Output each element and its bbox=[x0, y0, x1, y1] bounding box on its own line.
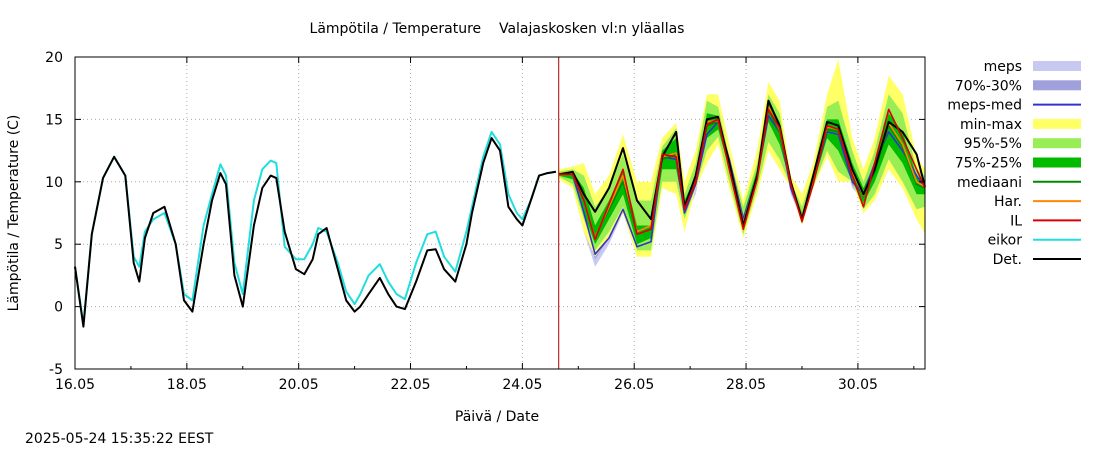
x-tick-label: 18.05 bbox=[167, 377, 207, 393]
legend: meps 70%-30% meps-med min-max 95%-5% 75%-25% m… bbox=[947, 59, 1081, 268]
chart-title: Lämpötila / Temperature Valajaskosken vl… bbox=[310, 21, 685, 37]
legend-swatch-p75_25 bbox=[1033, 157, 1081, 168]
plot-frame bbox=[74, 56, 926, 370]
line-det bbox=[558, 99, 926, 227]
legend-label: meps bbox=[984, 59, 1022, 75]
x-tick-label: 16.05 bbox=[55, 377, 95, 393]
legend-label: mediaani bbox=[957, 175, 1022, 191]
x-tick-label: 20.05 bbox=[279, 377, 319, 393]
series-lines bbox=[74, 99, 926, 328]
timestamp: 2025-05-24 15:35:22 EEST bbox=[25, 431, 214, 447]
line-eikor-history bbox=[74, 130, 557, 326]
legend-label: Det. bbox=[993, 252, 1022, 268]
legend-swatch-meps bbox=[1033, 61, 1081, 71]
band-p75_25 bbox=[558, 100, 925, 245]
x-tick-label: 30.05 bbox=[838, 377, 878, 393]
legend-swatch-minmax bbox=[1033, 118, 1081, 129]
x-tick-label: 26.05 bbox=[614, 377, 654, 393]
y-axis-label: Lämpötila / Temperature (C) bbox=[6, 115, 22, 312]
plot-background bbox=[75, 57, 925, 369]
y-tick-label: -5 bbox=[49, 362, 63, 378]
legend-label: 70%-30% bbox=[955, 78, 1022, 94]
x-tick-label: 24.05 bbox=[502, 377, 542, 393]
legend-label: 95%-5% bbox=[964, 136, 1022, 152]
y-tick-label: 5 bbox=[54, 237, 63, 253]
legend-swatch-p70_30 bbox=[1033, 80, 1081, 91]
legend-swatch-p95_5 bbox=[1033, 138, 1081, 149]
y-tick-label: 20 bbox=[45, 50, 63, 66]
y-tick-label: 15 bbox=[45, 112, 63, 128]
legend-label: Har. bbox=[994, 194, 1022, 210]
x-axis-label: Päivä / Date bbox=[455, 409, 539, 425]
y-tick-label: 10 bbox=[45, 175, 63, 191]
legend-label: eikor bbox=[988, 233, 1023, 249]
legend-label: min-max bbox=[960, 117, 1022, 133]
plot-area bbox=[75, 57, 925, 369]
y-tick-label: 0 bbox=[54, 300, 63, 316]
legend-label: meps-med bbox=[947, 98, 1022, 114]
line-il bbox=[558, 108, 926, 240]
axes: 16.05 18.05 20.05 22.05 24.05 26.05 28.05 30.05… bbox=[45, 50, 926, 393]
line-det-history bbox=[74, 137, 557, 328]
legend-label: IL bbox=[1010, 213, 1022, 229]
x-tick-label: 22.05 bbox=[390, 377, 430, 393]
x-tick-label: 28.05 bbox=[726, 377, 766, 393]
legend-label: 75%-25% bbox=[955, 156, 1022, 172]
